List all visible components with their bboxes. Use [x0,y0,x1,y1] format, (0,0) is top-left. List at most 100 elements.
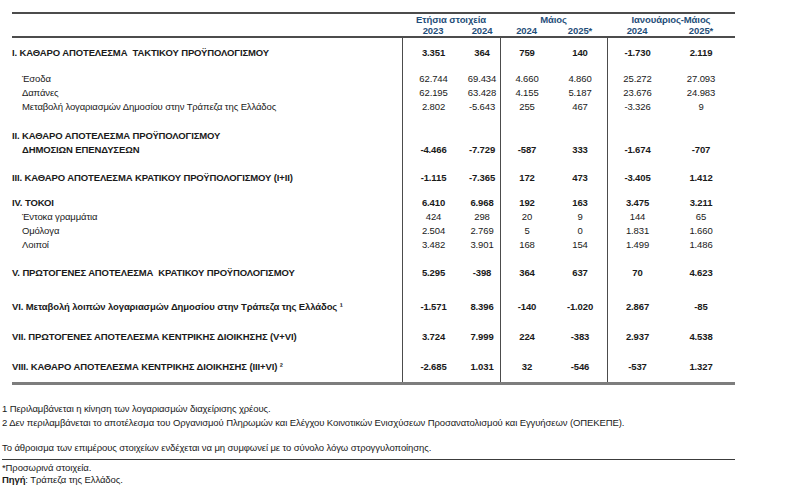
value-cell: 4.660 [500,62,553,86]
value-cell: 2.769 [464,224,500,238]
value-cell: -1.571 [402,280,464,314]
row-label: VII. ΠΡΩΤΟΓΕΝΕΣ ΑΠΟΤΕΛΕΣΜΑ ΚΕΝΤΡΙΚΗΣ ΔΙΟ… [12,314,402,344]
table-row: III. ΚΑΘΑΡΟ ΑΠΟΤΕΛΕΣΜΑ ΚΡΑΤΙΚΟΥ ΠΡΟΫΠΟΛΟ… [12,157,735,185]
value-cell: 1.412 [667,157,735,185]
value-cell: 154 [553,238,607,252]
value-cell: 3.351 [402,38,464,62]
value-cell: 63.428 [464,86,500,100]
row-label: Έσοδα [12,62,402,86]
table-row: Ομόλογα2.5042.769501.8311.660 [12,224,735,238]
value-cell: 424 [402,210,464,224]
value-cell: -537 [607,344,667,382]
value-cell: -7.729 [464,114,500,157]
value-cell: 4.538 [667,314,735,344]
value-cell: 2.504 [402,224,464,238]
value-cell: -3.326 [607,100,667,114]
footnote-1: 1 Περιλαμβάνεται η κίνηση των λογαριασμώ… [2,403,799,415]
value-cell: 1.486 [667,238,735,252]
value-cell: 65 [667,210,735,224]
row-label: III. ΚΑΘΑΡΟ ΑΠΟΤΕΛΕΣΜΑ ΚΡΑΤΙΚΟΥ ΠΡΟΫΠΟΛΟ… [12,157,402,185]
year-header-cell: 2024 [464,25,500,36]
provisional-note: *Προσωρινά στοιχεία. [2,462,799,474]
rounding-note: Το άθροισμα των επιμέρους στοιχείων ενδέ… [2,442,799,454]
value-cell: 364 [500,252,553,280]
value-cell: 2.119 [667,38,735,62]
table-row: II. ΚΑΘΑΡΟ ΑΠΟΤΕΛΕΣΜΑ ΠΡΟΫΠΟΛΟΓΙΣΜΟΥΔΗΜΟ… [12,114,735,157]
value-cell: -1.674 [607,114,667,157]
value-cell: 24.983 [667,86,735,100]
table-row: VIII. ΚΑΘΑΡΟ ΑΠΟΤΕΛΕΣΜΑ ΚΕΝΤΡΙΚΗΣ ΔΙΟΙΚΗ… [12,344,735,382]
value-cell: 3.475 [607,185,667,210]
value-cell: 1.327 [667,344,735,382]
row-label: Έντοκα γραμμάτια [12,210,402,224]
value-cell: 1.031 [464,344,500,382]
value-cell: 9 [553,210,607,224]
value-cell: 20 [500,210,553,224]
value-cell: 27.093 [667,62,735,86]
table-row: Έσοδα62.74469.4344.6604.86025.27227.093 [12,62,735,86]
value-cell: -2.685 [402,344,464,382]
value-cell: 140 [553,38,607,62]
value-cell: 473 [553,157,607,185]
value-cell: -140 [500,280,553,314]
table-row: Έντοκα γραμμάτια42429820914465 [12,210,735,224]
value-cell: 6.410 [402,185,464,210]
value-cell: 3.724 [402,314,464,344]
value-cell: 1.499 [607,238,667,252]
value-cell: -383 [553,314,607,344]
year-header-row: 2023 2024 2024 2025* 2024 2025* [12,25,735,36]
value-cell: -1.730 [607,38,667,62]
row-label: I. ΚΑΘΑΡΟ ΑΠΟΤΕΛΕΣΜΑ ΤΑΚΤΙΚΟΥ ΠΡΟΫΠΟΛΟΓΙ… [12,38,402,62]
year-header-cell: 2025* [667,25,735,36]
value-cell: 3.211 [667,185,735,210]
value-cell: 70 [607,252,667,280]
table-row: Λοιποί3.4823.9011681541.4991.486 [12,238,735,252]
value-cell: 5.187 [553,86,607,100]
value-cell: -85 [667,280,735,314]
value-cell: 3.901 [464,238,500,252]
value-cell: 163 [553,185,607,210]
row-label: II. ΚΑΘΑΡΟ ΑΠΟΤΕΛΕΣΜΑ ΠΡΟΫΠΟΛΟΓΙΣΜΟΥΔΗΜΟ… [12,114,402,157]
row-label: IV. ΤΟΚΟΙ [12,185,402,210]
value-cell: 6.968 [464,185,500,210]
value-cell: 333 [553,114,607,157]
col-group-jan-may: Ιανουάριος-Μάιος [607,14,735,25]
value-cell: 467 [553,100,607,114]
value-cell: -5.643 [464,100,500,114]
table-row: VII. ΠΡΩΤΟΓΕΝΕΣ ΑΠΟΤΕΛΕΣΜΑ ΚΕΝΤΡΙΚΗΣ ΔΙΟ… [12,314,735,344]
value-cell: 9 [667,100,735,114]
year-header-cell: 2024 [607,25,667,36]
table-row: Δαπάνες62.19563.4284.1555.18723.67624.98… [12,86,735,100]
row-label: Μεταβολή λογαριασμών Δημοσίου στην Τράπε… [12,100,402,114]
row-label: Λοιποί [12,238,402,252]
value-cell: 2.802 [402,100,464,114]
value-cell: -1.115 [402,157,464,185]
value-cell: 192 [500,185,553,210]
value-cell: 168 [500,238,553,252]
table-body: I. ΚΑΘΑΡΟ ΑΠΟΤΕΛΕΣΜΑ ΤΑΚΤΙΚΟΥ ΠΡΟΫΠΟΛΟΓΙ… [12,38,735,385]
value-cell: 2.867 [607,280,667,314]
value-cell: 759 [500,38,553,62]
value-cell: 1.831 [607,224,667,238]
value-cell: -3.405 [607,157,667,185]
value-cell: -398 [464,252,500,280]
value-cell: 224 [500,314,553,344]
footnotes: 1 Περιλαμβάνεται η κίνηση των λογαριασμώ… [2,403,799,486]
value-cell: 62.744 [402,62,464,86]
value-cell: 4.860 [553,62,607,86]
row-label-line1: II. ΚΑΘΑΡΟ ΑΠΟΤΕΛΕΣΜΑ ΠΡΟΫΠΟΛΟΓΙΣΜΟΥ [12,129,402,143]
value-cell: 144 [607,210,667,224]
value-cell: 0 [553,224,607,238]
footnote-2: 2 Δεν περιλαμβάνεται το αποτέλεσμα του Ο… [2,417,799,429]
value-cell: -587 [500,114,553,157]
value-cell: 62.195 [402,86,464,100]
value-cell: 3.482 [402,238,464,252]
table-row: V. ΠΡΩΤΟΓΕΝΕΣ ΑΠΟΤΕΛΕΣΜΑ ΚΡΑΤΙΚΟΥ ΠΡΟΫΠΟ… [12,252,735,280]
value-cell: 1.660 [667,224,735,238]
separator-line [2,459,735,460]
value-cell: 298 [464,210,500,224]
value-cell: 8.396 [464,280,500,314]
table-row: VI. Μεταβολή λοιπών λογαριασμών Δημοσίου… [12,280,735,314]
value-cell: -1.020 [553,280,607,314]
value-cell: 2.937 [607,314,667,344]
